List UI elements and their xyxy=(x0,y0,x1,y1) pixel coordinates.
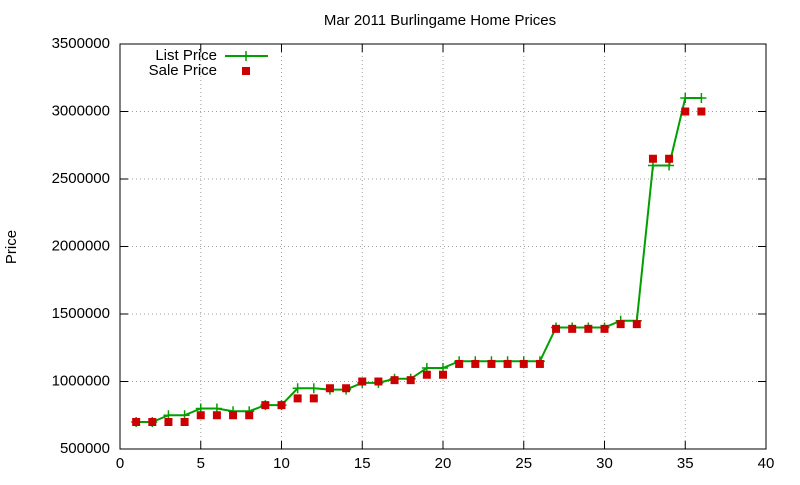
point xyxy=(439,370,447,379)
x-tick-label: 10 xyxy=(273,455,290,472)
point xyxy=(342,384,351,393)
point xyxy=(132,418,141,426)
point xyxy=(196,411,205,420)
legend-swatch xyxy=(242,67,250,75)
point xyxy=(390,376,399,385)
point xyxy=(697,107,706,116)
y-tick-label: 1000000 xyxy=(52,372,110,389)
point xyxy=(422,370,431,379)
x-tick-label: 20 xyxy=(435,455,452,472)
y-tick-label: 3500000 xyxy=(52,35,110,52)
point xyxy=(325,384,334,393)
point xyxy=(696,93,707,103)
legend-swatch xyxy=(241,51,251,61)
point xyxy=(632,320,641,329)
point xyxy=(212,411,221,420)
x-tick-label: 5 xyxy=(197,455,205,472)
point xyxy=(568,324,577,333)
point xyxy=(665,154,674,163)
point xyxy=(293,394,302,403)
point xyxy=(309,394,318,403)
y-tick-label: 1500000 xyxy=(52,305,110,322)
point xyxy=(245,411,254,420)
point xyxy=(680,93,691,103)
point xyxy=(503,359,512,368)
point xyxy=(308,383,319,394)
legend-label: Sale Price xyxy=(149,62,217,79)
point xyxy=(519,359,528,368)
point xyxy=(681,107,690,116)
chart-title: Mar 2011 Burlingame Home Prices xyxy=(324,12,556,29)
legend-label: List Price xyxy=(155,47,217,64)
x-tick-label: 30 xyxy=(596,455,613,472)
point xyxy=(600,324,609,333)
y-tick-label: 500000 xyxy=(60,440,110,457)
plot-frame xyxy=(119,43,767,450)
y-tick-label: 3000000 xyxy=(52,102,110,119)
x-tick-label: 0 xyxy=(116,455,124,472)
x-tick-label: 35 xyxy=(677,455,694,472)
y-tick-label: 2000000 xyxy=(52,237,110,254)
point xyxy=(455,359,464,368)
point xyxy=(180,418,189,426)
point xyxy=(148,418,157,426)
point xyxy=(616,320,625,329)
x-tick-label: 40 xyxy=(758,455,775,472)
point xyxy=(535,359,544,368)
x-tick-label: 15 xyxy=(354,455,371,472)
point xyxy=(584,324,593,333)
y-tick-label: 2500000 xyxy=(52,170,110,187)
point xyxy=(552,324,561,333)
point xyxy=(487,359,496,368)
series-line xyxy=(136,97,702,423)
point xyxy=(292,383,303,394)
x-tick-label: 25 xyxy=(515,455,532,472)
point xyxy=(358,377,367,386)
point xyxy=(261,401,270,410)
point xyxy=(164,418,173,426)
point xyxy=(374,377,383,386)
point xyxy=(229,411,238,420)
point xyxy=(277,401,286,410)
y-axis-label: Price xyxy=(3,230,20,264)
point xyxy=(406,376,415,385)
point xyxy=(471,359,480,368)
point xyxy=(648,154,657,163)
